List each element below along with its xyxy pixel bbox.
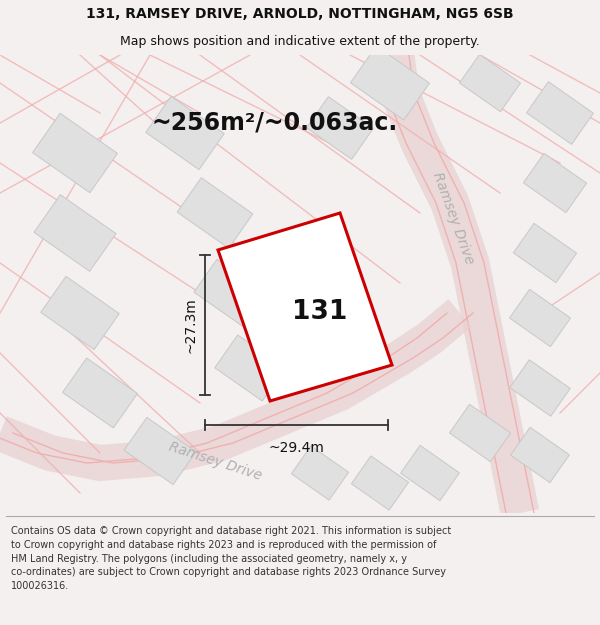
Polygon shape (194, 259, 266, 327)
Polygon shape (514, 223, 577, 282)
Polygon shape (215, 335, 285, 401)
Polygon shape (350, 46, 430, 120)
Text: Map shows position and indicative extent of the property.: Map shows position and indicative extent… (120, 35, 480, 48)
Text: 131: 131 (292, 299, 347, 325)
Polygon shape (307, 97, 373, 159)
Polygon shape (527, 82, 593, 144)
Polygon shape (509, 289, 571, 347)
Polygon shape (218, 213, 392, 401)
Text: ~27.3m: ~27.3m (184, 297, 198, 353)
Text: ~256m²/~0.063ac.: ~256m²/~0.063ac. (152, 111, 398, 135)
Polygon shape (124, 418, 196, 484)
Text: Contains OS data © Crown copyright and database right 2021. This information is : Contains OS data © Crown copyright and d… (11, 526, 451, 591)
Polygon shape (177, 177, 253, 248)
Polygon shape (523, 153, 587, 213)
Polygon shape (401, 445, 460, 501)
Polygon shape (62, 358, 137, 428)
Polygon shape (34, 194, 116, 271)
Polygon shape (511, 428, 569, 483)
Polygon shape (41, 276, 119, 349)
Polygon shape (510, 360, 570, 416)
Polygon shape (352, 456, 409, 510)
Text: 131, RAMSEY DRIVE, ARNOLD, NOTTINGHAM, NG5 6SB: 131, RAMSEY DRIVE, ARNOLD, NOTTINGHAM, N… (86, 7, 514, 21)
Polygon shape (292, 446, 349, 500)
Polygon shape (146, 96, 224, 169)
Polygon shape (449, 404, 511, 462)
Text: Ramsey Drive: Ramsey Drive (167, 439, 263, 483)
Text: Ramsey Drive: Ramsey Drive (430, 170, 476, 266)
Text: ~29.4m: ~29.4m (269, 441, 325, 455)
Polygon shape (460, 54, 521, 112)
Polygon shape (32, 113, 118, 192)
